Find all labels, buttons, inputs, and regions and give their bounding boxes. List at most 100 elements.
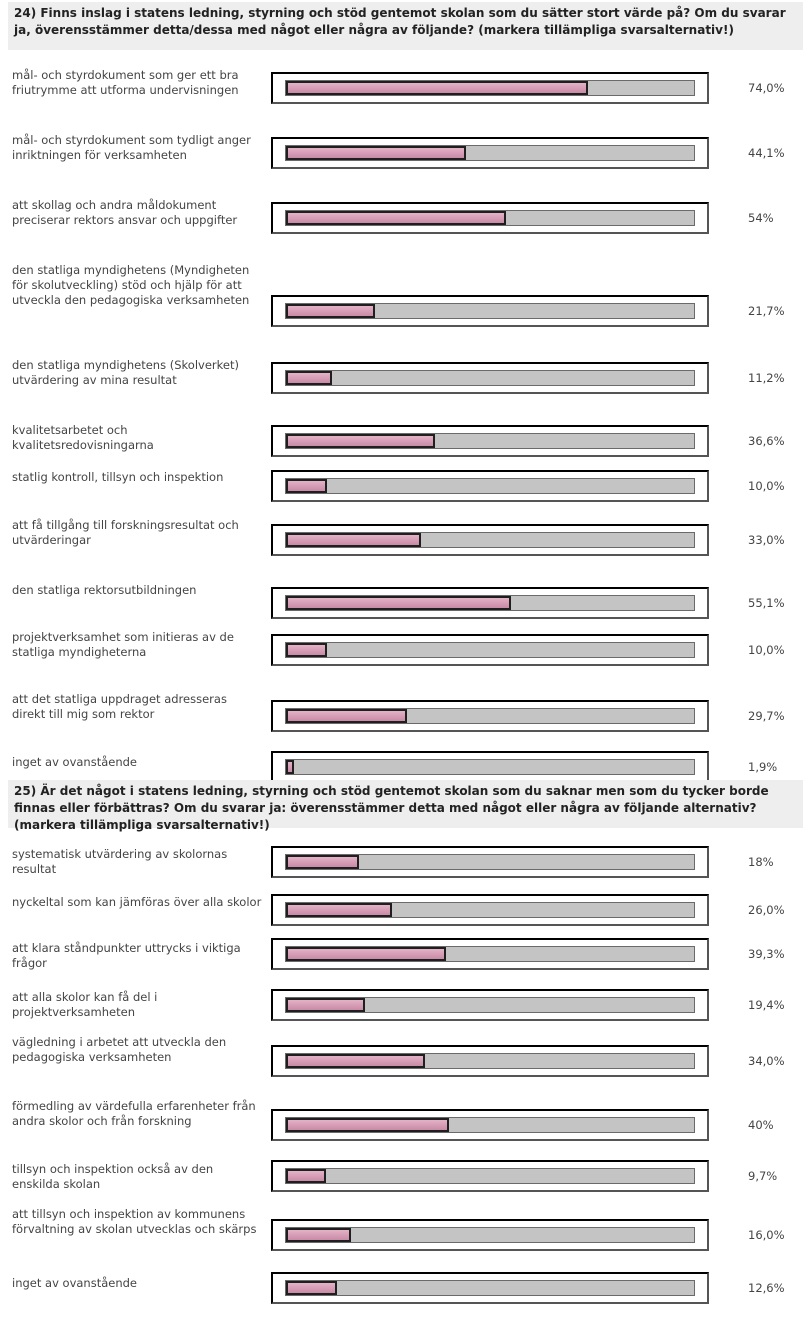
question-25-title: 25) Är det något i statens ledning, styr… [8,780,803,832]
category-label: att få tillgång till forskningsresultat … [12,518,239,547]
bar [286,371,332,385]
category-label: systematisk utvärdering av skolornas res… [12,847,228,876]
bar-frame [271,1272,709,1304]
value-label: 54% [748,211,774,225]
bar-frame [271,1160,709,1192]
category-label: att alla skolor kan få del i projektverk… [12,990,158,1019]
value-label: 9,7% [748,1169,778,1183]
bar-frame [271,587,709,619]
bar-track [285,708,695,724]
bar-track [285,902,695,918]
bar-track [285,1227,695,1243]
bar [286,211,507,225]
bar-track [285,145,695,161]
value-label: 36,6% [748,434,785,448]
value-label: 55,1% [748,596,785,610]
value-label: 21,7% [748,304,785,318]
bar [286,1118,450,1132]
bar-track [285,759,695,775]
value-label: 10,0% [748,479,785,493]
value-label: 74,0% [748,81,785,95]
bar [286,855,360,869]
bar [286,596,511,610]
category-label: mål- och styrdokument som tydligt anger … [12,133,251,162]
category-label: den statliga myndighetens (Skolverket) u… [12,358,239,387]
category-label: den statliga myndighetens (Myndigheten f… [12,263,250,307]
value-label: 29,7% [748,709,785,723]
bar-frame [271,846,709,878]
bar [286,947,447,961]
category-label: kvalitetsarbetet och kvalitetsredovisnin… [12,423,154,452]
bar-frame [271,894,709,926]
bar-track [285,997,695,1013]
bar [286,903,393,917]
category-label: inget av ovanstående [12,1276,137,1290]
bar [286,81,588,95]
bar-frame [271,295,709,327]
category-label: förmedling av värdefulla erfarenheter fr… [12,1099,256,1128]
bar-frame [271,362,709,394]
bar-frame [271,700,709,732]
bar-frame [271,1109,709,1141]
value-label: 44,1% [748,146,785,160]
value-label: 33,0% [748,533,785,547]
bar-track [285,1280,695,1296]
bar-track [285,1168,695,1184]
bar-frame [271,72,709,104]
bar-track [285,433,695,449]
bar-track [285,80,695,96]
bar [286,760,294,774]
bar-frame [271,425,709,457]
bar [286,304,375,318]
bar [286,1281,338,1295]
bar [286,709,408,723]
value-label: 11,2% [748,371,785,385]
bar-track [285,1117,695,1133]
category-label: inget av ovanstående [12,755,137,769]
category-label: vägledning i arbetet att utveckla den pe… [12,1035,227,1064]
bar-frame [271,989,709,1021]
value-label: 18% [748,855,774,869]
bar-frame [271,751,709,783]
bar-frame [271,1045,709,1077]
bar-track [285,854,695,870]
value-label: 1,9% [748,760,778,774]
category-label: att tillsyn och inspektion av kommunens … [12,1207,257,1236]
value-label: 40% [748,1118,774,1132]
bar-track [285,478,695,494]
value-label: 10,0% [748,643,785,657]
bar-track [285,532,695,548]
bar-track [285,303,695,319]
bar-track [285,370,695,386]
bar-frame [271,202,709,234]
category-label: att skollag och andra måldokument precis… [12,198,238,227]
bar [286,1169,326,1183]
bar-frame [271,524,709,556]
bar-track [285,1053,695,1069]
bar-frame [271,938,709,970]
question-24-title: 24) Finns inslag i statens ledning, styr… [8,2,803,50]
bar [286,1054,425,1068]
category-label: den statliga rektorsutbildningen [12,583,197,597]
category-label: statlig kontroll, tillsyn och inspektion [12,470,224,484]
value-label: 12,6% [748,1281,785,1295]
bar [286,146,466,160]
bar [286,479,327,493]
bar [286,998,366,1012]
category-label: att det statliga uppdraget adresseras di… [12,692,227,721]
bar [286,643,327,657]
bar [286,434,436,448]
value-label: 39,3% [748,947,785,961]
bar-frame [271,470,709,502]
bar-track [285,210,695,226]
value-label: 16,0% [748,1228,785,1242]
bar [286,533,421,547]
category-label: att klara ståndpunkter uttrycks i viktig… [12,941,241,970]
category-label: nyckeltal som kan jämföras över alla sko… [12,895,262,909]
category-label: mål- och styrdokument som ger ett bra fr… [12,68,239,97]
bar-frame [271,137,709,169]
category-label: tillsyn och inspektion också av den ensk… [12,1162,214,1191]
bar-track [285,946,695,962]
bar [286,1228,352,1242]
